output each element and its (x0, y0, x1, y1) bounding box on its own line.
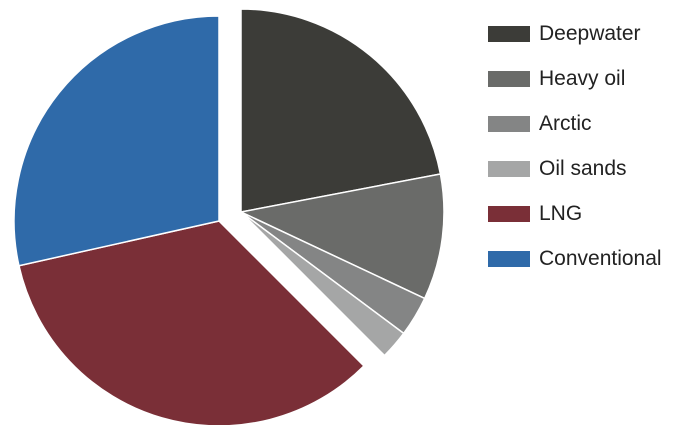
legend-item-conventional: Conventional (488, 245, 662, 273)
pie-slice-deepwater (240, 8, 442, 213)
legend-swatch-conventional (488, 251, 530, 267)
legend-label-oil-sands: Oil sands (539, 157, 627, 180)
legend-label-arctic: Arctic (539, 112, 592, 135)
legend-swatch-deepwater (488, 26, 530, 42)
legend-swatch-oil-sands (488, 161, 530, 177)
legend-item-deepwater: Deepwater (488, 20, 662, 48)
legend-swatch-arctic (488, 116, 530, 132)
pie-slice-heavy-oil (238, 173, 445, 300)
pie-slice-oil-sands (240, 211, 405, 357)
chart-legend: Deepwater Heavy oil Arctic Oil sands LNG… (488, 20, 662, 290)
legend-label-lng: LNG (539, 202, 583, 225)
legend-label-heavy-oil: Heavy oil (539, 67, 626, 90)
legend-item-lng: LNG (488, 200, 662, 228)
pie-slice-conventional (13, 15, 220, 267)
legend-label-conventional: Conventional (539, 247, 662, 270)
legend-item-arctic: Arctic (488, 110, 662, 138)
legend-swatch-lng (488, 206, 530, 222)
legend-item-heavy-oil: Heavy oil (488, 65, 662, 93)
pie-slice-lng (18, 220, 366, 425)
pie-chart (13, 8, 445, 425)
legend-item-oil-sands: Oil sands (488, 155, 662, 183)
legend-label-deepwater: Deepwater (539, 22, 641, 45)
legend-swatch-heavy-oil (488, 71, 530, 87)
